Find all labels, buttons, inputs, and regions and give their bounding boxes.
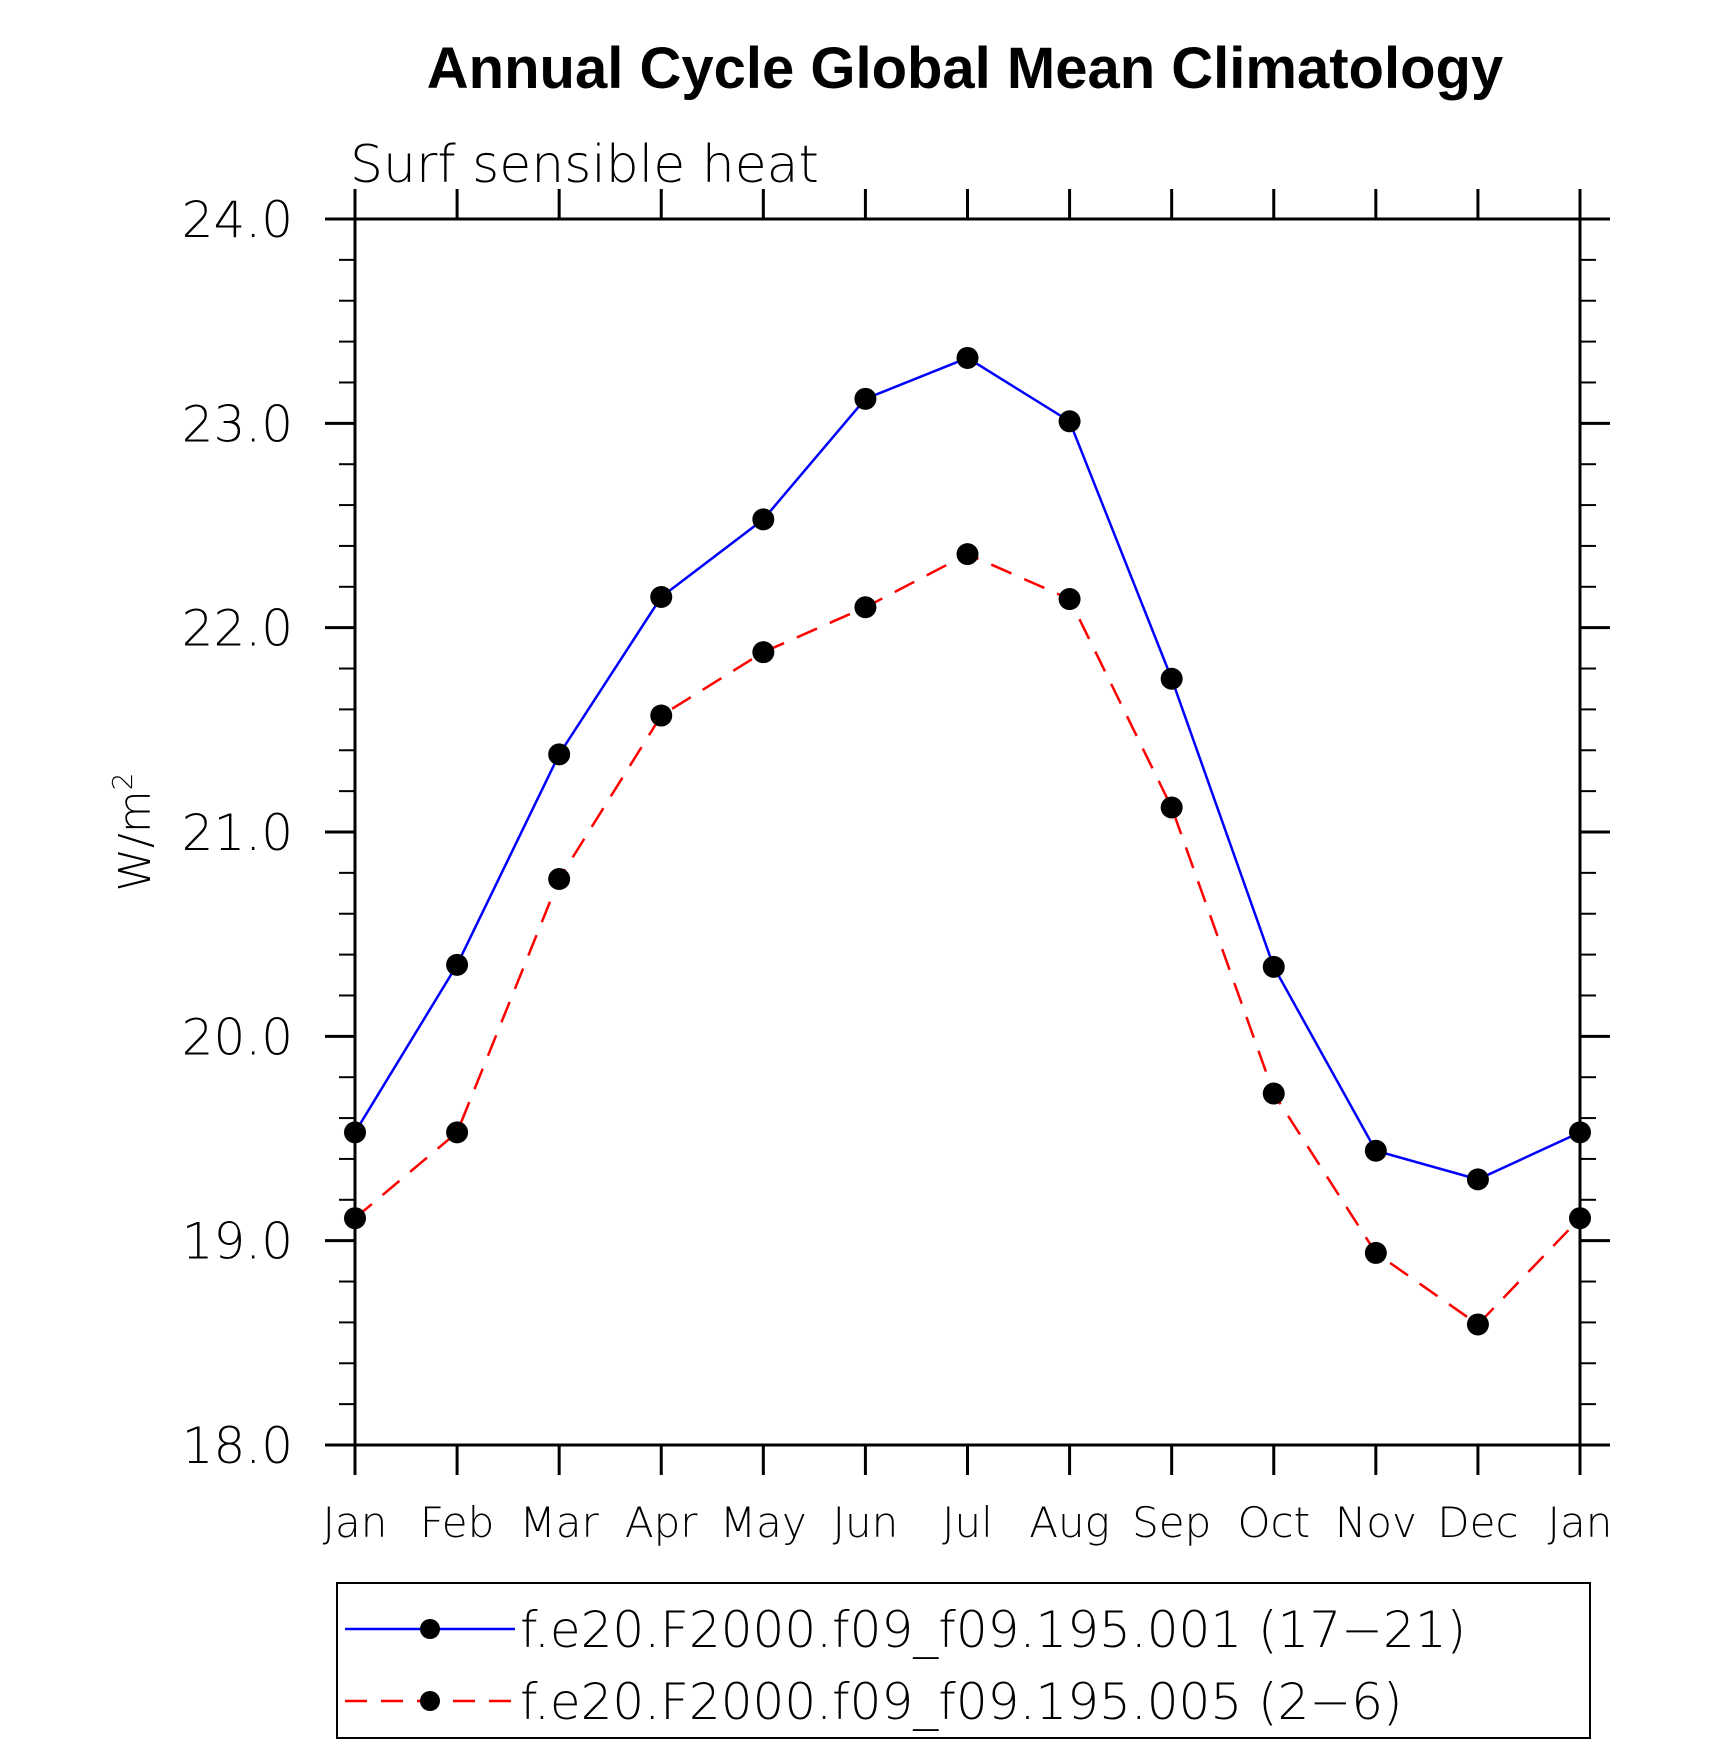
data-point [854,387,877,410]
y-axis-label-main: W/m [110,790,161,891]
x-tick-label: Feb [420,1498,494,1547]
axes: Jan Feb Mar Apr May Jun Jul Aug Sep Oct Nov Dec Jan 1… [182,189,1613,1547]
y-tick-label: 19.0 [182,1213,293,1271]
data-point [1262,1082,1285,1105]
series-1 [344,346,1591,1191]
series-line-1 [353,356,1581,1181]
x-tick-label: Sep [1132,1498,1211,1547]
y-tick-label: 20.0 [182,1008,293,1066]
y-axis-label: W/m2 [106,772,161,891]
data-point [650,704,673,727]
x-tick-label: Jun [833,1498,899,1547]
x-tick-label: Apr [625,1498,698,1547]
series-layer [344,346,1591,1336]
chart-title: Annual Cycle Global Mean Climatology [427,36,1503,101]
legend-marker-1 [420,1619,440,1639]
data-point [1160,667,1183,690]
x-tick-label: Jan [323,1498,388,1547]
y-tick-label: 22.0 [182,600,293,658]
data-point [344,1207,366,1230]
data-point [1262,955,1285,978]
data-point [446,953,469,976]
legend-label-1: f.e20.F2000.f09_f09.195.001 (17−21) [520,1601,1466,1659]
data-point [548,743,571,766]
data-point [1569,1121,1591,1144]
data-point [1364,1139,1387,1162]
legend-box [336,1582,1591,1739]
data-point [1466,1168,1489,1191]
data-point [854,596,877,619]
y-tick-label: 24.0 [182,191,293,249]
y-tick-label: 18.0 [182,1417,293,1475]
data-point [446,1121,469,1144]
x-tick-label: Oct [1237,1498,1310,1547]
legend: f.e20.F2000.f09_f09.195.001 (17−21) f.e20… [336,1582,1591,1739]
y-tick-label: 23.0 [182,395,293,453]
x-tick-label: Nov [1335,1498,1417,1547]
x-tick-label: Jan [1548,1498,1613,1547]
data-point [1569,1207,1591,1230]
data-point [650,586,673,609]
y-tick-label: 21.0 [182,804,293,862]
data-point [1058,410,1081,433]
data-point [1160,796,1183,819]
data-point [344,1121,366,1144]
x-tick-label: May [720,1498,807,1547]
data-point [1058,588,1081,611]
legend-marker-2 [420,1691,440,1711]
plot-frame [353,217,1582,1447]
x-tick-label: Mar [520,1498,600,1547]
data-point [1364,1241,1387,1264]
series-line-2 [354,552,1581,1327]
data-point [548,867,571,890]
y-axis-label-superscript: 2 [106,772,139,790]
x-tick-label: Dec [1437,1498,1518,1547]
series-2 [344,543,1591,1336]
data-point [752,508,775,531]
data-point [956,543,979,566]
data-point [956,346,979,369]
data-point [752,641,775,664]
data-point [1466,1313,1489,1336]
x-tick-label: Aug [1029,1498,1110,1547]
legend-label-2: f.e20.F2000.f09_f09.195.005 (2−6) [520,1673,1403,1731]
x-tick-label: Jul [942,1498,993,1547]
chart-subtitle: Surf sensible heat [350,135,819,195]
